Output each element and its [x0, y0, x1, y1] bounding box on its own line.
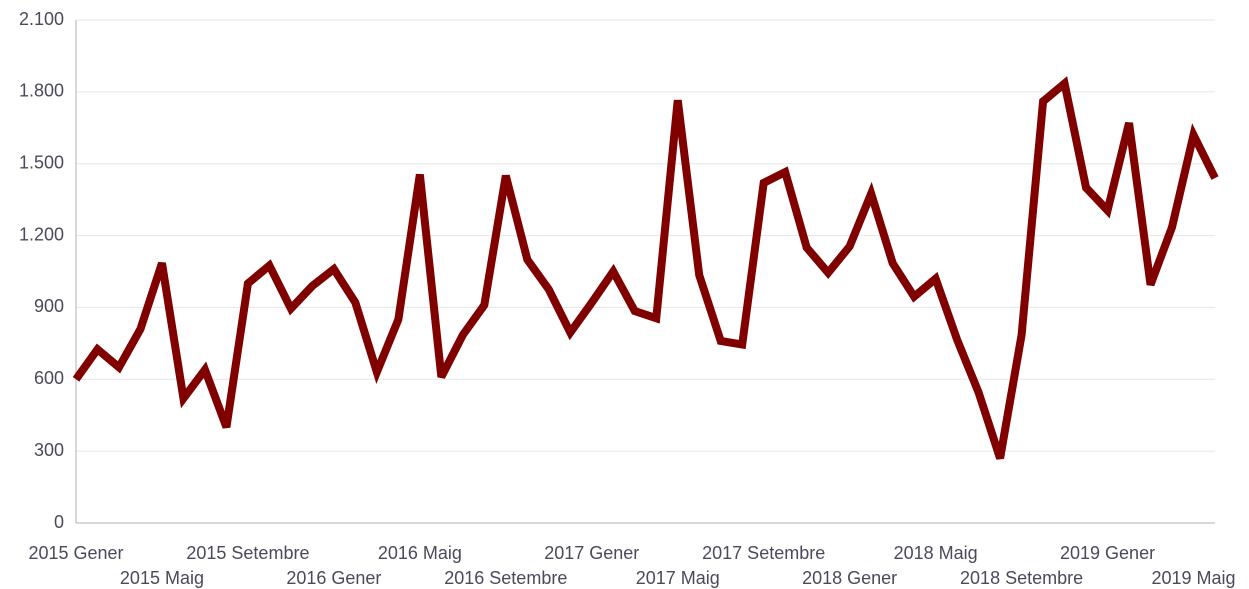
y-tick-label: 0 — [54, 512, 64, 532]
y-tick-label: 1.500 — [19, 152, 64, 172]
x-tick-label: 2016 Maig — [378, 543, 462, 563]
x-tick-label: 2019 Gener — [1060, 543, 1155, 563]
y-tick-label: 1.200 — [19, 224, 64, 244]
x-tick-label: 2015 Maig — [120, 568, 204, 588]
y-tick-label: 1.800 — [19, 81, 64, 101]
x-tick-label: 2018 Gener — [802, 568, 897, 588]
y-tick-label: 300 — [34, 440, 64, 460]
x-tick-label: 2015 Setembre — [186, 543, 309, 563]
y-tick-label: 900 — [34, 296, 64, 316]
x-tick-label: 2016 Setembre — [444, 568, 567, 588]
series-line — [72, 76, 1219, 460]
x-tick-label: 2017 Gener — [544, 543, 639, 563]
x-tick-label: 2018 Setembre — [960, 568, 1083, 588]
x-tick-label: 2016 Gener — [286, 568, 381, 588]
x-tick-label: 2017 Maig — [636, 568, 720, 588]
y-tick-label: 2.100 — [19, 9, 64, 29]
x-tick-label: 2017 Setembre — [702, 543, 825, 563]
x-tick-label: 2015 Gener — [28, 543, 123, 563]
y-tick-label: 600 — [34, 368, 64, 388]
x-tick-label: 2018 Maig — [894, 543, 978, 563]
x-tick-label: 2019 Maig — [1151, 568, 1235, 588]
